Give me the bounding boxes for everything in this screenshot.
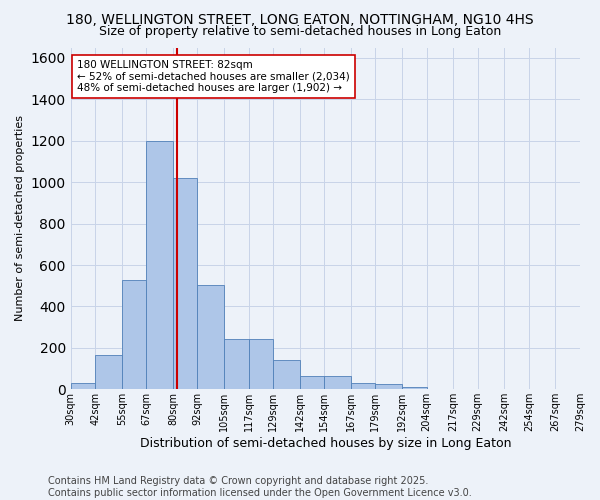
Text: 180 WELLINGTON STREET: 82sqm
← 52% of semi-detached houses are smaller (2,034)
4: 180 WELLINGTON STREET: 82sqm ← 52% of se… [77,60,350,93]
Bar [351,383,376,390]
Bar [402,387,427,390]
Bar [273,360,300,390]
Bar [376,384,402,390]
Bar [173,178,197,390]
Bar [224,338,248,390]
Bar [122,280,146,390]
Bar [146,140,173,390]
Y-axis label: Number of semi-detached properties: Number of semi-detached properties [15,116,25,322]
X-axis label: Distribution of semi-detached houses by size in Long Eaton: Distribution of semi-detached houses by … [140,437,511,450]
Text: Size of property relative to semi-detached houses in Long Eaton: Size of property relative to semi-detach… [99,25,501,38]
Bar [95,355,122,390]
Bar [248,338,273,390]
Bar [71,383,95,390]
Text: 180, WELLINGTON STREET, LONG EATON, NOTTINGHAM, NG10 4HS: 180, WELLINGTON STREET, LONG EATON, NOTT… [66,12,534,26]
Bar [325,376,351,390]
Bar [300,376,325,390]
Bar [197,284,224,390]
Text: Contains HM Land Registry data © Crown copyright and database right 2025.
Contai: Contains HM Land Registry data © Crown c… [48,476,472,498]
